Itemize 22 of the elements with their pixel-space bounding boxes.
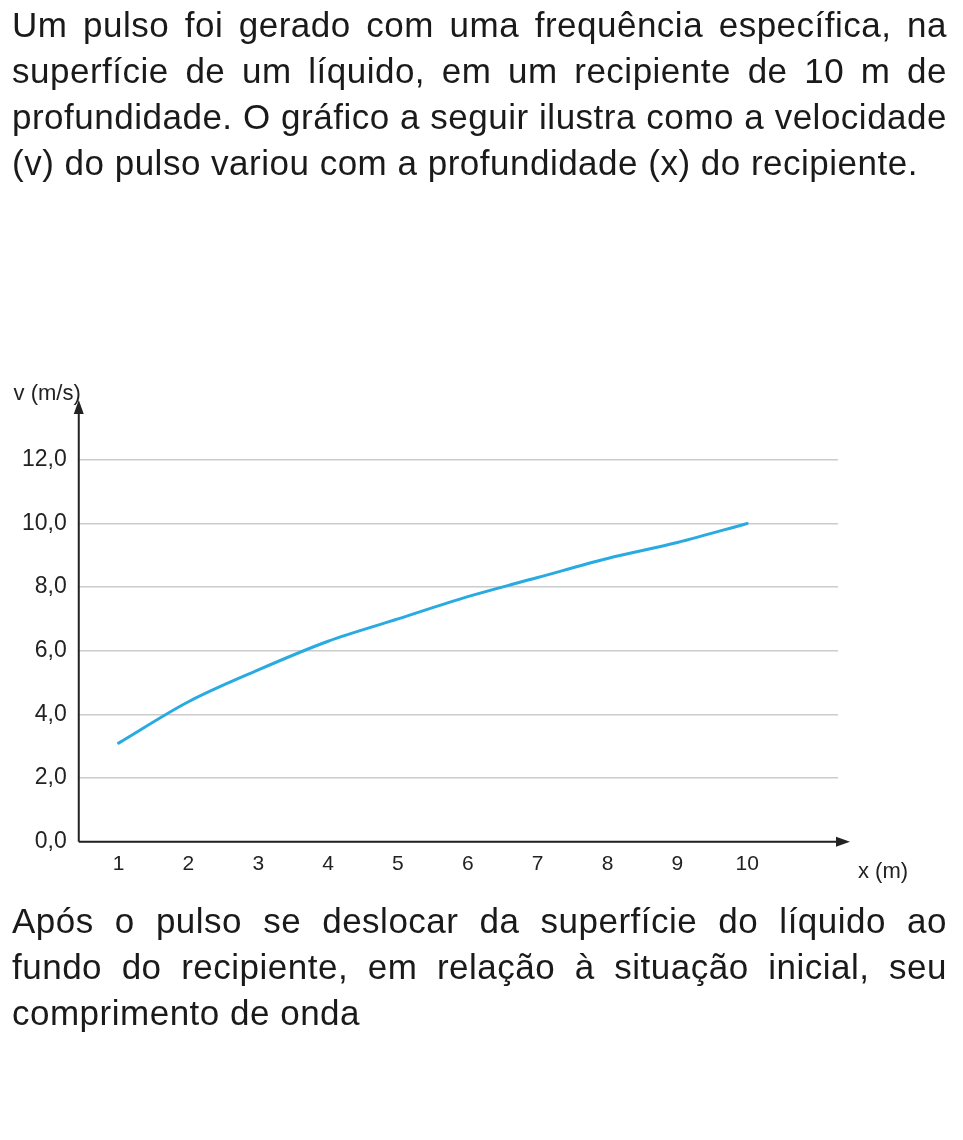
y-tick-label: 8,0 — [34, 572, 67, 599]
x-tick-label: 3 — [252, 851, 265, 875]
x-tick-label: 6 — [461, 851, 474, 875]
x-tick-label: 5 — [392, 851, 404, 875]
y-tick-label: 12,0 — [22, 445, 67, 472]
x-tick-label: 9 — [671, 851, 684, 875]
x-tick-label: 7 — [531, 851, 544, 875]
x-axis-title: x (m) — [858, 857, 909, 883]
y-tick-label: 6,0 — [34, 636, 67, 663]
x-tick-label: 8 — [601, 851, 614, 875]
x-tick-label: 1 — [112, 851, 125, 875]
y-tick-label: 2,0 — [34, 763, 67, 790]
y-tick-label: 4,0 — [34, 699, 67, 726]
y-axis-title: v (m/s) — [13, 380, 81, 406]
x-tick-label: 10 — [735, 851, 759, 875]
text: Após o pulso se deslocar da superfície do líquido ao fundo do recipiente, em relação à situação inicial, seu comprimento de onda — [11, 900, 948, 1034]
y-tick-label: 10,0 — [22, 508, 67, 535]
x-tick-label: 4 — [322, 851, 335, 875]
x-tick-label: 2 — [182, 851, 195, 875]
chart-title: Um pulso foi gerado com uma frequência específica, na superfície de um líquido, em um recipiente de 10 m de profundidade. O gráfico a seguir ilustra como a velocidade (v) do pulso variou com a profundidade (x) do recipiente. — [11, 4, 948, 184]
y-tick-label: 0,0 — [34, 827, 67, 854]
line-series — [117, 521, 749, 745]
